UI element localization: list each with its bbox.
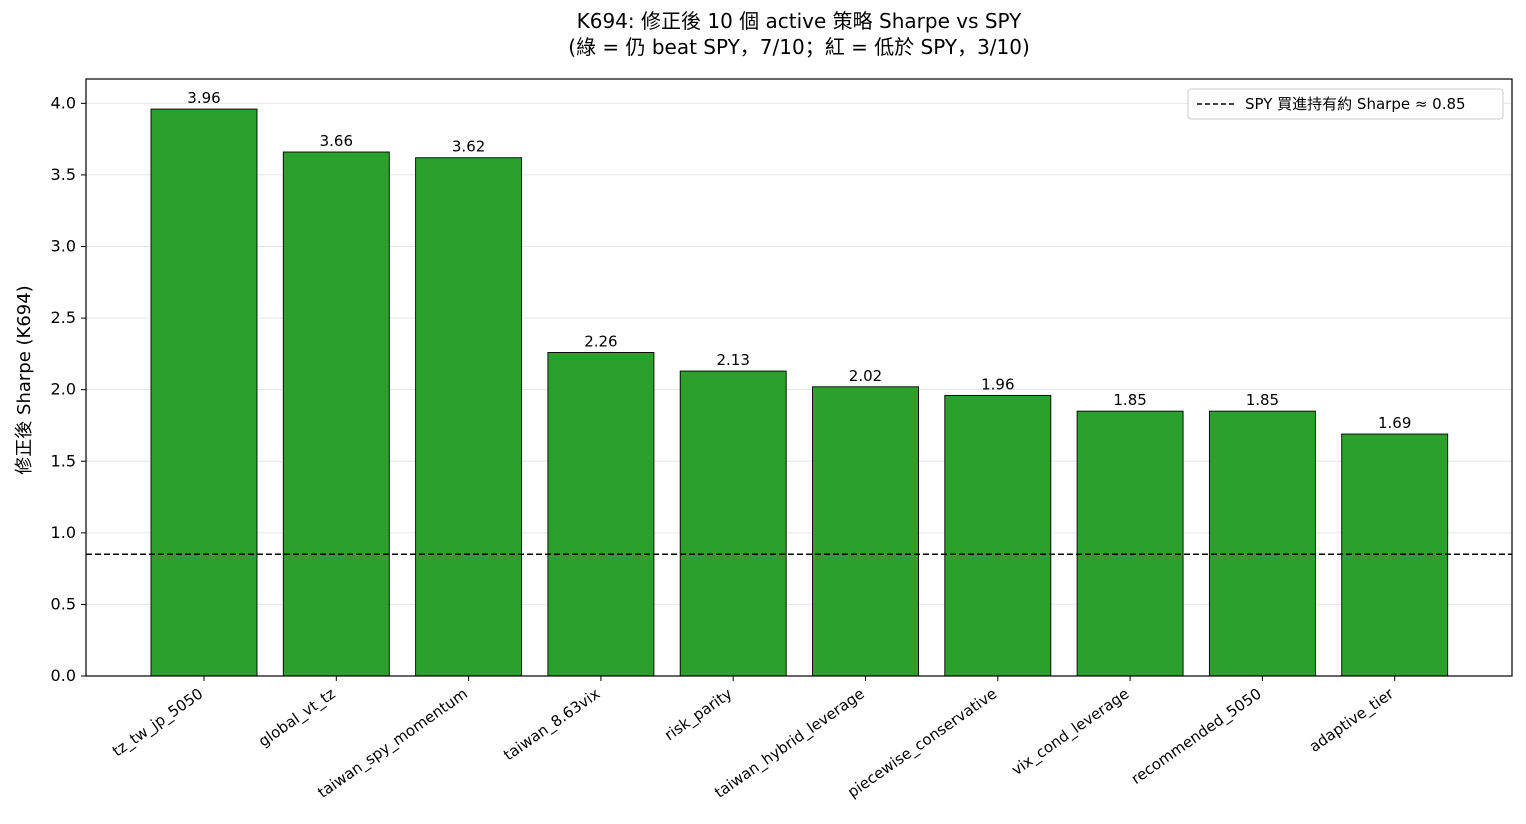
x-tick-label: tz_tw_jp_5050 — [109, 685, 207, 762]
y-axis-label: 修正後 Sharpe (K694) — [14, 285, 35, 474]
bar-value-label: 1.69 — [1378, 414, 1411, 432]
bar — [944, 394, 1052, 677]
bar — [150, 108, 258, 677]
y-tick-label: 1.5 — [51, 451, 76, 470]
bar — [1208, 410, 1316, 677]
bar — [679, 370, 787, 677]
legend: SPY 買進持有約 Sharpe ≈ 0.85 — [1187, 88, 1504, 120]
bar-value-label: 3.62 — [452, 138, 485, 156]
y-tick-label: 3.5 — [51, 165, 76, 184]
bar — [547, 351, 655, 677]
bar — [1076, 410, 1184, 677]
label-layer: 3.96 3.66 3.62 2.26 2.13 2.02 1.96 1.85 1.85 1.69 — [187, 89, 1411, 432]
x-tick-label: risk_parity — [661, 684, 736, 744]
chart-title: K694: 修正後 10 個 active 策略 Sharpe vs SPY (… — [0, 8, 1526, 60]
x-tick-label: vix_cond_leverage — [1008, 685, 1133, 780]
bar — [415, 157, 523, 677]
bar-value-label: 2.26 — [584, 332, 617, 350]
bar-value-label: 3.66 — [320, 132, 353, 150]
chart-subtitle: (綠 = 仍 beat SPY，7/10；紅 = 低於 SPY，3/10) — [568, 35, 1030, 59]
bar-value-label: 1.85 — [1246, 391, 1279, 409]
bar-value-label: 1.85 — [1113, 391, 1146, 409]
y-tick-label: 0.0 — [51, 666, 76, 685]
bar-value-label: 1.96 — [981, 375, 1014, 393]
x-tick-label: recommended_5050 — [1128, 685, 1265, 789]
x-tick-label: piecewise_conservative — [844, 685, 1001, 803]
bar — [812, 386, 919, 677]
x-tick-label: taiwan_hybrid_leverage — [711, 685, 868, 803]
x-tick-label: global_vt_tz — [255, 684, 339, 751]
x-tick-label: taiwan_8.63vix — [500, 684, 604, 764]
bar-value-label: 3.96 — [187, 89, 220, 107]
plot-frame — [85, 78, 1513, 677]
bar-value-label: 2.13 — [716, 351, 749, 369]
legend-label: SPY 買進持有約 Sharpe ≈ 0.85 — [1245, 95, 1466, 113]
y-tick-label: 4.0 — [51, 93, 76, 112]
y-tick-label: 1.0 — [51, 523, 76, 542]
chart-title-line1: K694: 修正後 10 個 active 策略 Sharpe vs SPY — [576, 9, 1022, 33]
x-tick-label: adaptive_tier — [1306, 684, 1398, 757]
legend-box — [1187, 88, 1504, 120]
x-tick-label: taiwan_spy_momentum — [314, 685, 471, 803]
y-tick-label: 2.0 — [51, 380, 76, 399]
y-tick-label: 0.5 — [51, 594, 76, 613]
bar — [282, 151, 390, 677]
y-tick-label: 3.0 — [51, 237, 76, 256]
y-tick-label: 2.5 — [51, 308, 76, 327]
bar-value-label: 2.02 — [849, 367, 882, 385]
